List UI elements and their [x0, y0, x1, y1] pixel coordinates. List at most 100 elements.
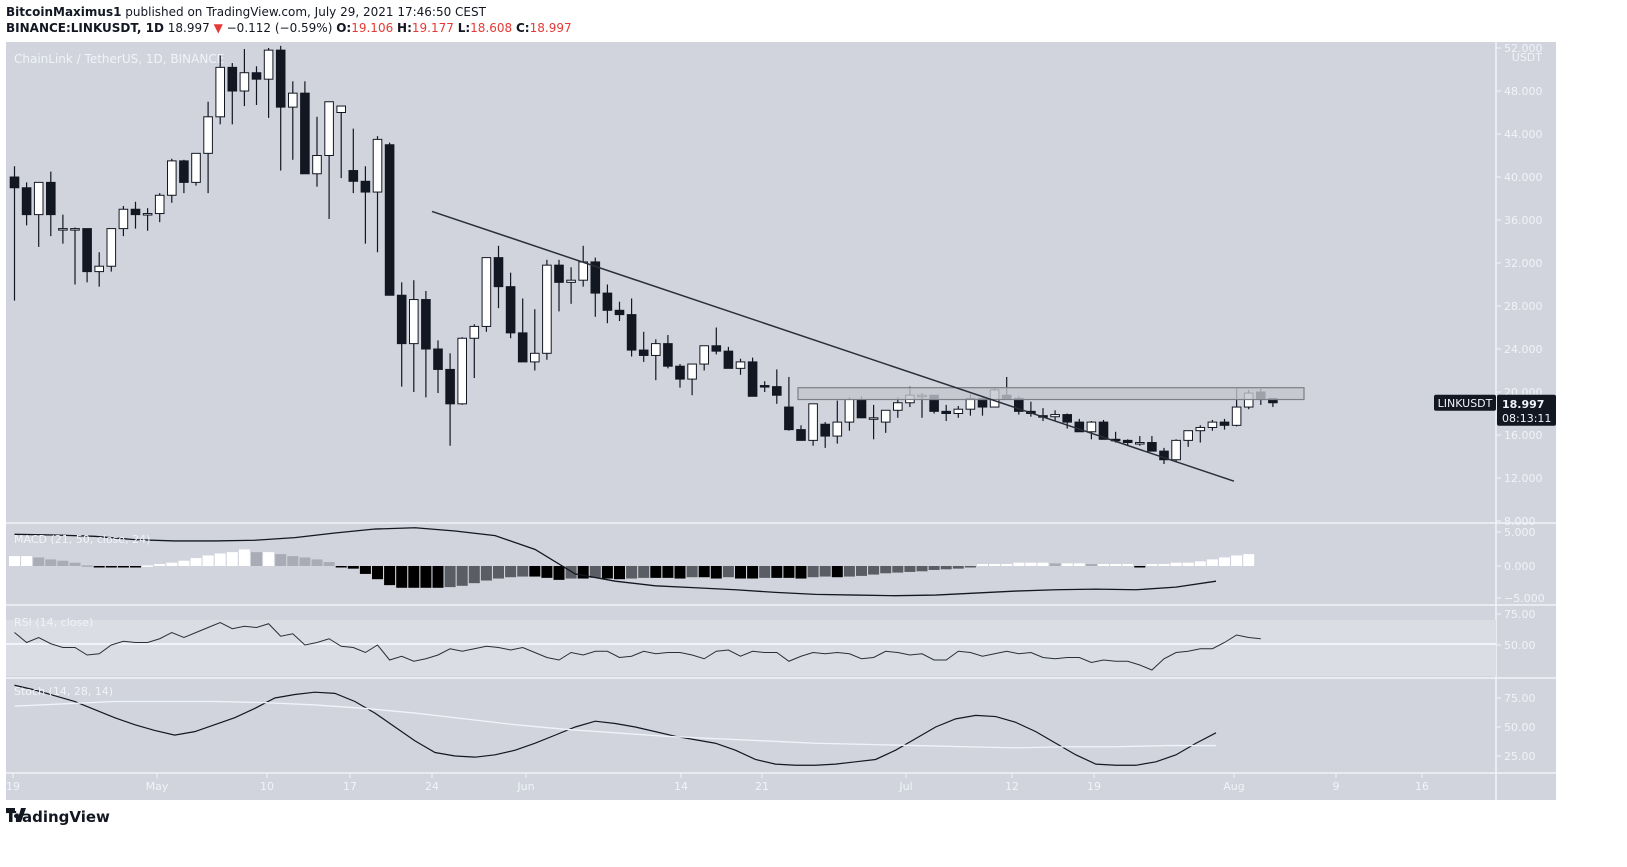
publish-info: BitcoinMaximus1 published on TradingView… [6, 5, 486, 19]
macd-histogram-bar [541, 566, 553, 578]
macd-histogram-bar [686, 566, 698, 578]
candle-body [578, 261, 589, 281]
macd-histogram-bar [202, 555, 214, 566]
macd-histogram-bar [456, 566, 468, 586]
macd-histogram-bar [444, 566, 456, 588]
candle-body [723, 350, 734, 369]
macd-histogram-bar [783, 566, 795, 578]
stoch-tick-label: 75.00 [1504, 692, 1536, 705]
macd-histogram-bar [384, 566, 396, 586]
candle-body [203, 116, 213, 154]
macd-histogram-bar [105, 566, 117, 568]
macd-histogram-bar [759, 566, 771, 578]
stoch-label: Stoch (14, 28, 14) [14, 685, 113, 698]
candle-body [409, 299, 419, 345]
chart-area[interactable]: 52.000 48.000 44.000 40.000 36.000 32.000 28.0… [6, 42, 1556, 800]
candle-body [288, 92, 298, 108]
macd-histogram-bar [408, 566, 420, 588]
macd-histogram-bar [311, 559, 323, 566]
macd-line [14, 527, 1217, 597]
candle-body [941, 410, 952, 415]
candle-body [1098, 421, 1109, 440]
candle-body [856, 399, 867, 419]
candle-body [130, 208, 141, 216]
macd-histogram-bar [1231, 555, 1243, 566]
macd-histogram-bar [1170, 562, 1182, 566]
macd-histogram-bar [69, 562, 81, 566]
time-tick-label: 14 [674, 780, 688, 793]
candle-body [735, 361, 746, 369]
candle-body [94, 265, 105, 273]
candle-body [445, 368, 455, 405]
macd-histogram-bar [1013, 562, 1025, 566]
time-tick-label: 19 [1087, 780, 1101, 793]
candle-body [46, 181, 56, 216]
macd-histogram-bar [904, 566, 916, 572]
macd-histogram-bar [1001, 564, 1013, 566]
macd-histogram-bar [964, 566, 976, 568]
tradingview-logo[interactable]: TradingView [6, 808, 110, 826]
macd-histogram-bar [1243, 554, 1255, 566]
time-tick-label: Jul [898, 780, 912, 793]
low-label: L: [457, 21, 471, 35]
candle-body [772, 386, 782, 396]
candle-body [58, 228, 68, 231]
macd-histogram-bar [468, 566, 480, 584]
candle-body [396, 294, 407, 345]
macd-histogram-bar [372, 566, 383, 580]
candle-body [324, 101, 334, 156]
macd-histogram-bar [57, 560, 69, 566]
macd-histogram-bar [154, 564, 166, 566]
candle-body [614, 309, 625, 316]
down-arrow-icon: ▼ [213, 21, 223, 35]
candle-body [844, 399, 855, 423]
macd-histogram-bar [130, 566, 141, 568]
macd-histogram-bar [1206, 559, 1218, 566]
macd-histogram-bar [45, 559, 57, 566]
macd-histogram-bar [178, 560, 190, 566]
candle-body [154, 194, 165, 215]
time-tick-label: Aug [1223, 780, 1244, 793]
candle-body [191, 152, 201, 183]
candle-body [893, 402, 903, 411]
macd-histogram-bar [1146, 564, 1158, 566]
close-value: 18.997 [529, 21, 572, 35]
time-tick-label: Jun [516, 780, 534, 793]
high-label: H: [397, 21, 412, 35]
candle-body [263, 49, 274, 80]
high-value: 19.177 [411, 21, 454, 35]
macd-histogram-bar [190, 558, 202, 566]
candle-body [675, 365, 685, 380]
macd-histogram-bar [493, 566, 504, 579]
macd-histogram-bar [1098, 564, 1109, 566]
resistance-zone [797, 387, 1305, 401]
candle-body [602, 292, 613, 311]
macd-histogram-bar [892, 566, 904, 573]
macd-histogram-bar [9, 556, 20, 566]
macd-histogram-bar [335, 566, 347, 568]
macd-histogram-bar [795, 566, 807, 579]
macd-histogram-bar [1049, 563, 1061, 566]
candle-body [542, 264, 552, 354]
macd-histogram-bar [81, 565, 93, 567]
candle-body [626, 314, 637, 351]
candle-body [275, 49, 286, 108]
time-tick-label: May [146, 780, 169, 793]
last-price: 18.997 [167, 21, 210, 35]
candle-body [82, 228, 92, 273]
rsi-label: RSI (14, close) [14, 616, 93, 629]
chart-canvas[interactable]: 52.000 48.000 44.000 40.000 36.000 32.000 28.0… [6, 42, 1556, 800]
macd-histogram-bar [553, 566, 565, 580]
candle-body [469, 325, 480, 339]
candle-body [312, 155, 322, 175]
candle-body [880, 409, 891, 423]
candle-body [868, 417, 879, 420]
time-tick-label: 9 [1333, 780, 1340, 793]
candle-body [1074, 421, 1085, 433]
macd-histogram-bar [868, 566, 880, 575]
rsi-tick-label: 75.00 [1504, 608, 1536, 621]
candle-body [384, 144, 395, 296]
macd-histogram-bar [638, 566, 650, 578]
candle-body [21, 187, 32, 216]
time-tick-label: 17 [343, 780, 357, 793]
